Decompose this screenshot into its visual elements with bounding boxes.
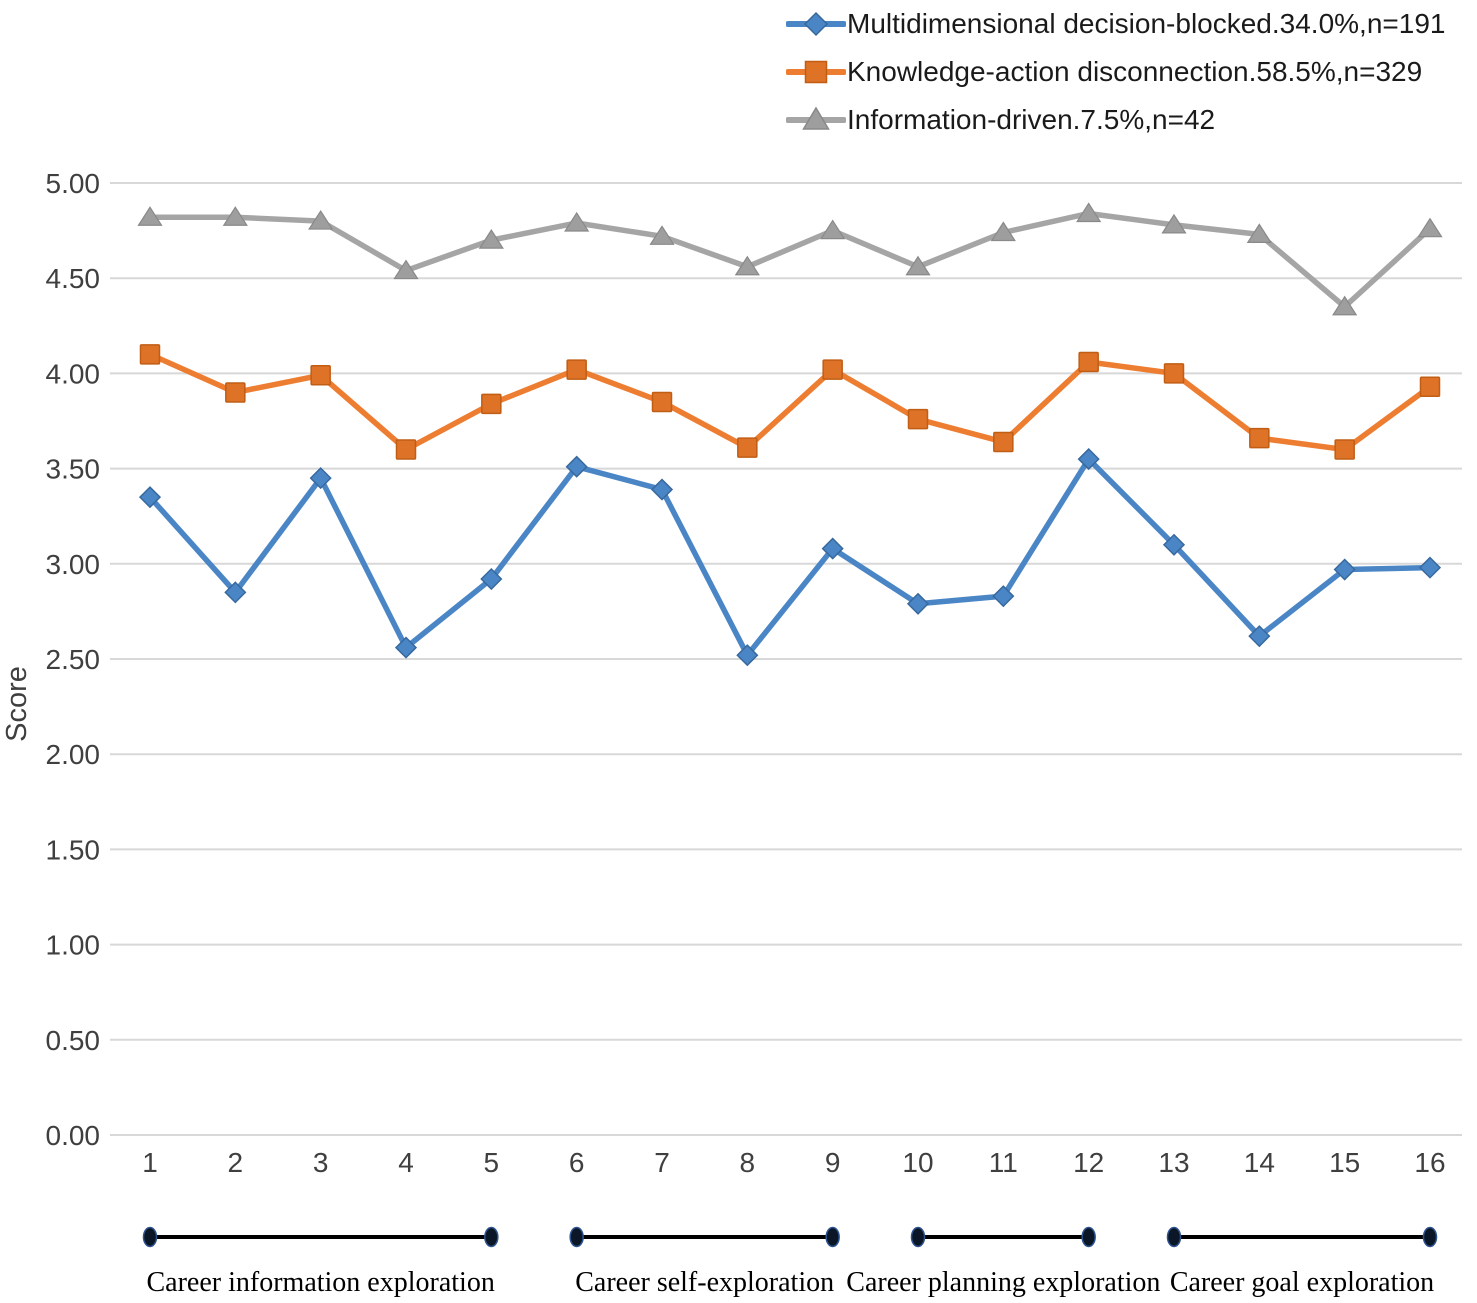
legend-item-knowledge-action: Knowledge-action disconnection.58.5%,n=3… [786,48,1445,96]
svg-text:Career self-exploration: Career self-exploration [575,1267,834,1298]
svg-text:4: 4 [398,1147,414,1178]
svg-text:0.00: 0.00 [46,1120,101,1151]
legend-item-multidimensional: Multidimensional decision-blocked.34.0%,… [786,0,1445,48]
svg-text:1.50: 1.50 [46,834,101,865]
triangle-marker-icon [786,106,846,130]
svg-text:1: 1 [142,1147,158,1178]
legend-label: Knowledge-action disconnection.58.5%,n=3… [847,56,1423,87]
svg-text:8: 8 [740,1147,756,1178]
svg-text:16: 16 [1414,1147,1445,1178]
svg-text:9: 9 [825,1147,841,1178]
legend-label: Information-driven.7.5%,n=42 [847,104,1216,135]
svg-text:2: 2 [228,1147,244,1178]
chart-legend: Multidimensional decision-blocked.34.0%,… [786,0,1445,144]
square-marker-icon [786,60,846,84]
svg-text:14: 14 [1244,1147,1275,1178]
svg-text:3.50: 3.50 [46,454,101,485]
svg-text:2.50: 2.50 [46,644,101,675]
svg-text:11: 11 [989,1147,1018,1178]
diamond-marker-icon [786,11,846,37]
svg-text:3: 3 [313,1147,329,1178]
svg-text:10: 10 [902,1147,933,1178]
legend-item-information-driven: Information-driven.7.5%,n=42 [786,96,1445,144]
svg-text:Career planning exploration: Career planning exploration [846,1267,1160,1298]
svg-text:3.00: 3.00 [46,549,101,580]
svg-text:5: 5 [484,1147,500,1178]
svg-text:7: 7 [654,1147,670,1178]
svg-text:0.50: 0.50 [46,1025,101,1056]
svg-text:4.00: 4.00 [46,358,101,389]
svg-text:5.00: 5.00 [46,168,101,199]
svg-text:Career information exploration: Career information exploration [147,1267,495,1298]
svg-text:15: 15 [1329,1147,1360,1178]
legend-label: Multidimensional decision-blocked.34.0%,… [847,8,1446,39]
svg-text:1.00: 1.00 [46,930,101,961]
svg-text:13: 13 [1158,1147,1189,1178]
svg-text:Score: Score [1,666,33,742]
svg-text:2.00: 2.00 [46,739,101,770]
svg-text:4.50: 4.50 [46,263,101,294]
svg-text:Career goal exploration: Career goal exploration [1170,1267,1434,1298]
svg-text:12: 12 [1073,1147,1104,1178]
svg-text:6: 6 [569,1147,585,1178]
